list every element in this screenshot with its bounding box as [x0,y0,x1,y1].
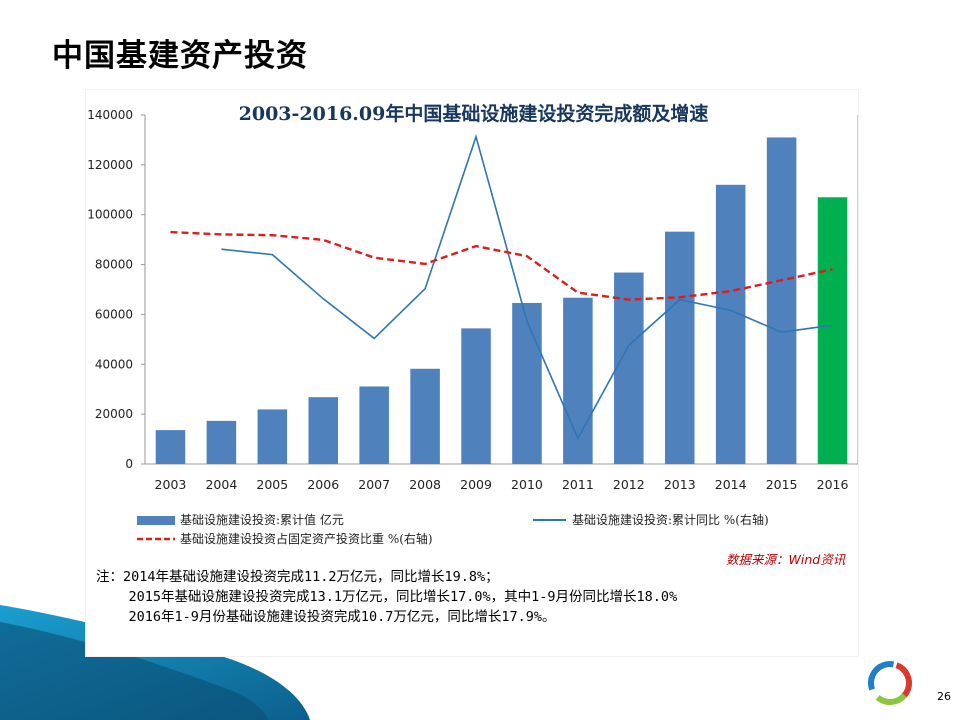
x-tick-label: 2013 [664,477,696,492]
x-tick-label: 2010 [511,477,543,492]
bar [766,137,797,464]
note-line: 2016年1-9月份基础设施建设投资完成10.7万亿元，同比增长17.9%。 [96,609,556,625]
x-tick-label: 2012 [613,477,645,492]
bar [206,420,237,464]
x-tick-label: 2008 [409,477,441,492]
bar [155,430,186,464]
legend-swatch-bar [137,516,175,525]
bar [257,409,288,464]
chart-title: 2003-2016.09年中国基础设施建设投资完成额及增速 [239,102,709,125]
legend-label-yoy: 基础设施建设投资:累计同比 %(右轴) [572,512,769,527]
chart-panel: 2003-2016.09年中国基础设施建设投资完成额及增速 0 20000 40000… [86,90,858,656]
bar [410,368,440,464]
bar [359,386,389,464]
bar [563,297,593,464]
y-left-tick-label: 100000 [87,208,133,222]
y-left-tick-label: 80000 [95,258,133,272]
x-tick-label: 2009 [460,477,492,492]
y-left-tick-label: 60000 [95,307,133,321]
note-line: 注：2014年基础设施建设投资完成11.2万亿元，同比增长19.8%； [96,569,499,585]
bar [461,328,491,464]
x-tick-label: 2003 [155,477,187,492]
notes-block: 注：2014年基础设施建设投资完成11.2万亿元，同比增长19.8%； 2015… [96,567,677,627]
bar [512,302,542,464]
x-tick-label: 2011 [562,477,594,492]
bar [308,397,339,464]
x-tick-label: 2005 [256,477,288,492]
x-tick-label: 2004 [205,477,237,492]
company-logo [868,661,912,705]
bar [664,231,695,464]
x-tick-label: 2015 [766,477,798,492]
x-tick-label: 2014 [715,477,747,492]
y-left-tick-label: 20000 [95,407,133,421]
slide-title: 中国基建资产投资 [52,38,308,74]
bar [817,197,848,464]
page-number: 26 [937,690,951,703]
chart: 2003-2016.09年中国基础设施建设投资完成额及增速 0 20000 40000… [87,102,858,546]
x-tick-label: 2016 [817,477,849,492]
legend-label-bar: 基础设施建设投资:累计值 亿元 [180,512,344,527]
x-tick-label: 2007 [358,477,390,492]
y-left-tick-label: 140000 [87,108,133,122]
note-line: 2015年基础设施建设投资完成13.1万亿元，同比增长17.0%，其中1-9月份… [96,589,678,605]
share-line [170,230,833,301]
data-source: 数据来源：Wind资讯 [726,552,846,567]
bar [715,184,746,465]
y-left-tick-label: 120000 [87,158,133,172]
bar [614,272,644,464]
legend-label-share: 基础设施建设投资占固定资产投资比重 %(右轴) [180,531,433,546]
y-left-tick-label: 40000 [95,357,133,371]
x-tick-label: 2006 [307,477,339,492]
y-left-tick-label: 0 [125,457,133,471]
